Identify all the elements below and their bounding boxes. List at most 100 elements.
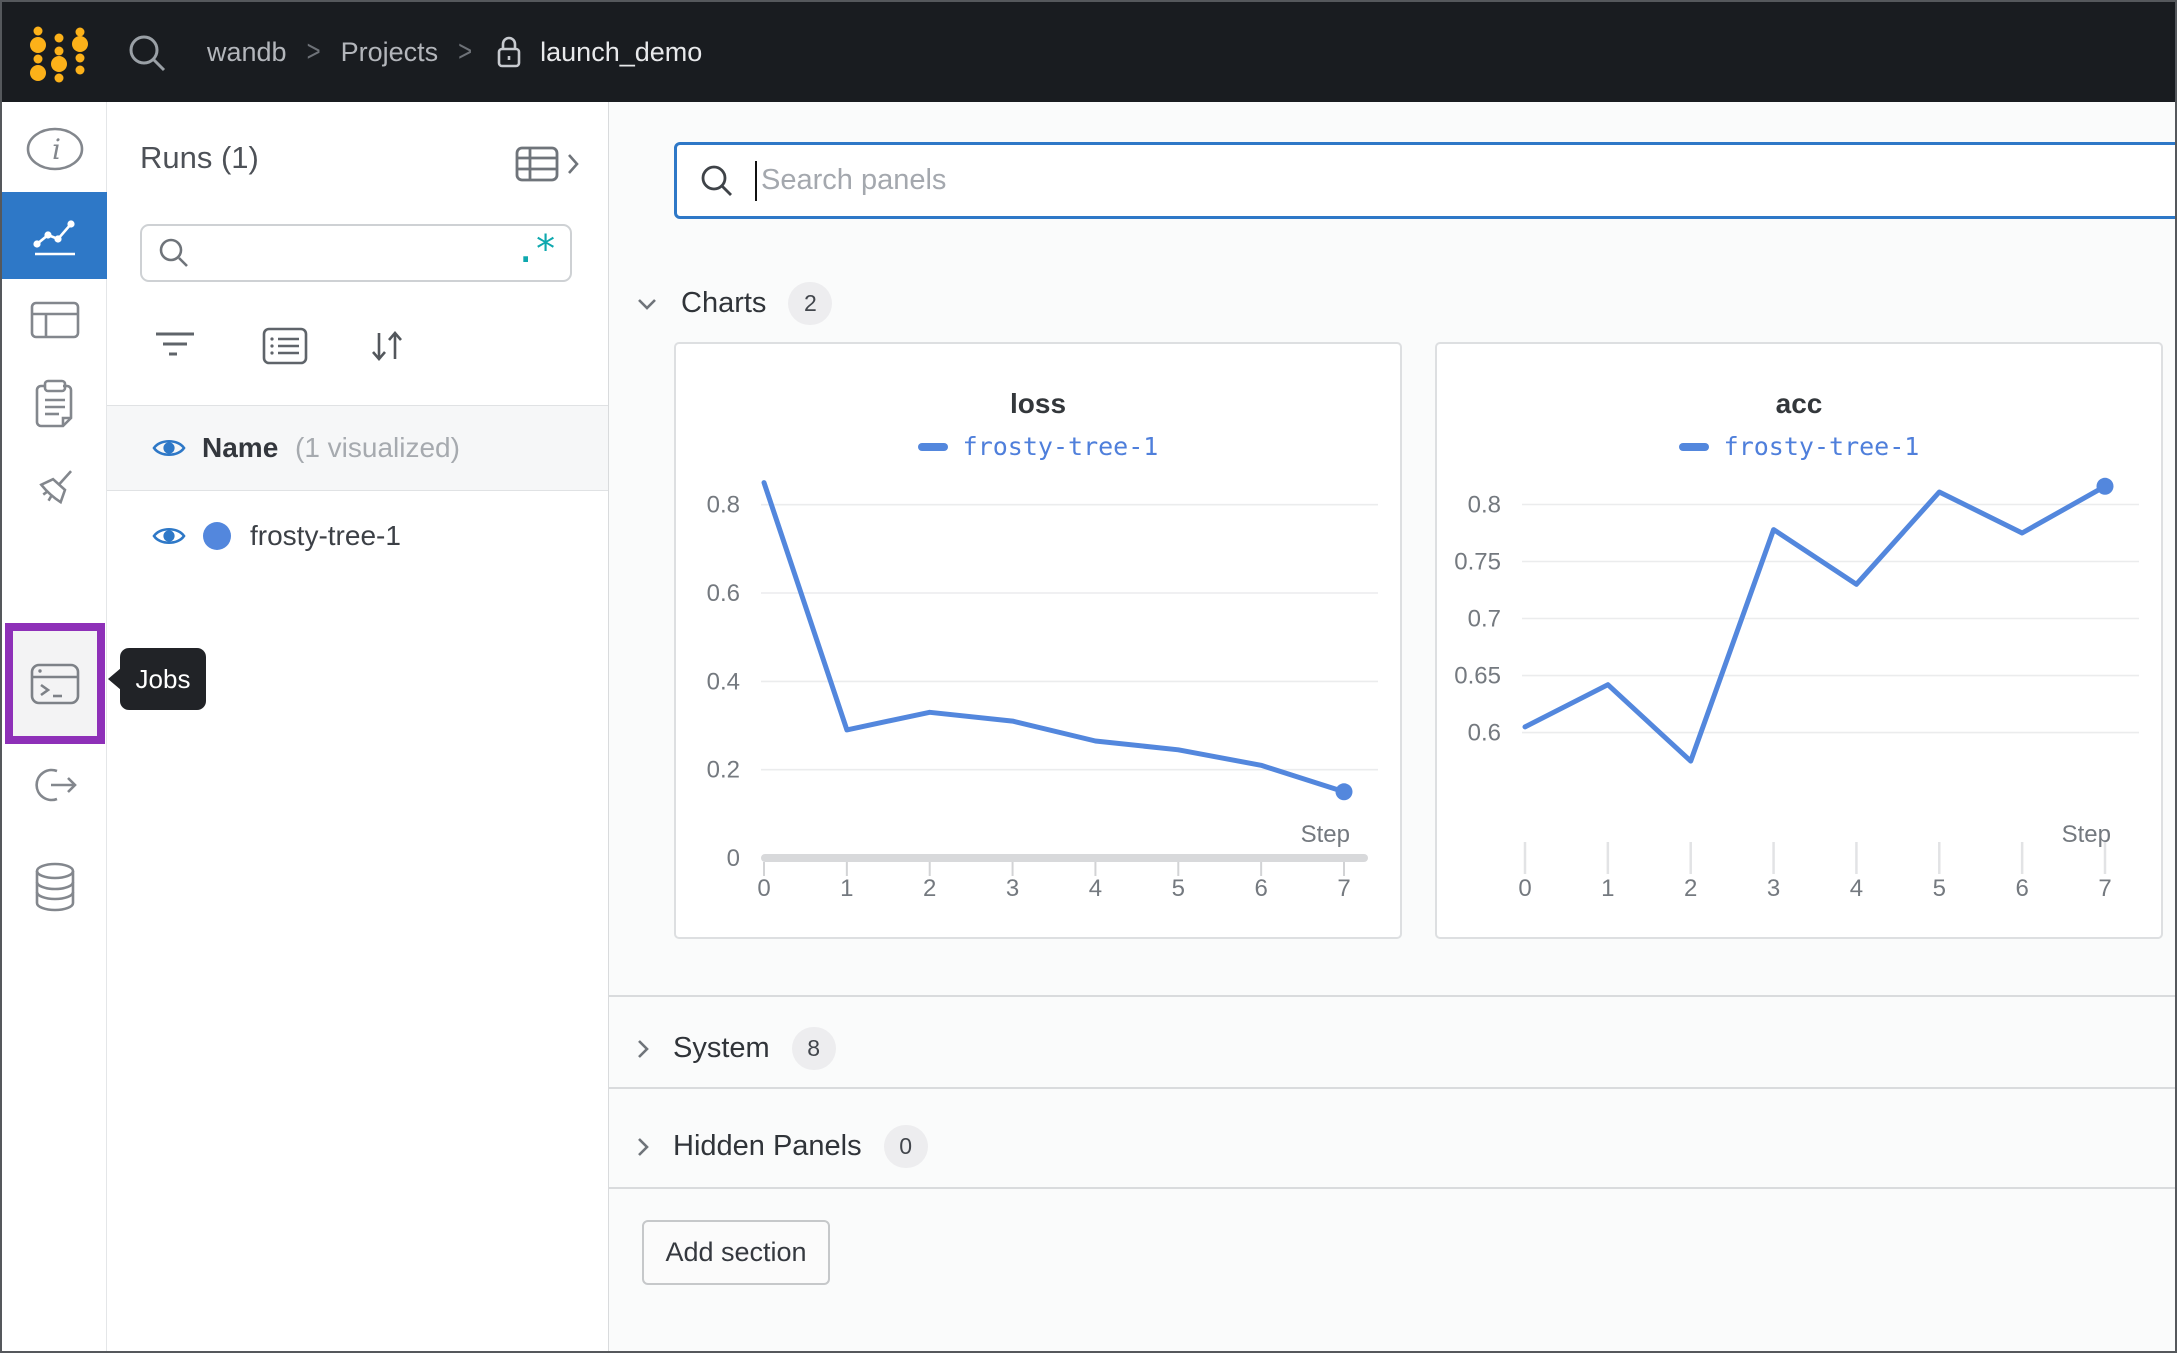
legend-line-swatch xyxy=(1678,442,1709,451)
svg-text:3: 3 xyxy=(1006,875,1019,902)
breadcrumb-project-name[interactable]: launch_demo xyxy=(540,36,703,67)
chart-panel-loss[interactable]: loss frosty-tree-1 0 0.2 0.4 0.6 0.8 0 1 2 3 4 5 6 7… xyxy=(674,342,1402,939)
group-runs-button[interactable] xyxy=(259,320,311,372)
sidebar-item-reports[interactable] xyxy=(2,361,107,447)
svg-text:1: 1 xyxy=(840,875,853,902)
svg-text:2: 2 xyxy=(923,875,936,902)
sidebar-item-sweeps[interactable] xyxy=(2,446,107,532)
chart-legend: frosty-tree-1 xyxy=(676,432,1400,461)
svg-text:0.6: 0.6 xyxy=(1468,720,1501,747)
sort-arrows-icon xyxy=(372,331,402,361)
sidebar-item-overview[interactable]: i xyxy=(2,106,107,192)
svg-text:6: 6 xyxy=(2015,875,2028,902)
section-count-badge: 0 xyxy=(883,1125,928,1168)
eye-icon xyxy=(152,527,186,545)
jobs-tooltip-label: Jobs xyxy=(135,663,191,694)
legend-run-name: frosty-tree-1 xyxy=(962,432,1159,461)
chevron-right-icon xyxy=(638,1039,649,1058)
legend-run-name: frosty-tree-1 xyxy=(1723,432,1920,461)
search-icon[interactable] xyxy=(124,30,170,76)
runs-search-input[interactable] xyxy=(202,237,515,269)
panel-search-input[interactable] xyxy=(761,164,2175,197)
legend-line-swatch xyxy=(917,442,948,451)
line-chart-icon xyxy=(32,219,75,255)
svg-text:7: 7 xyxy=(2098,875,2111,902)
svg-text:0: 0 xyxy=(727,845,740,872)
toggle-all-visibility-button[interactable] xyxy=(151,435,187,461)
svg-text:0.4: 0.4 xyxy=(707,668,740,695)
sidebar-item-runs-table[interactable] xyxy=(2,277,107,363)
sort-runs-button[interactable] xyxy=(361,320,413,372)
chart-title: acc xyxy=(1775,388,1823,419)
info-icon: i xyxy=(26,127,83,171)
add-section-button[interactable]: Add section xyxy=(642,1220,830,1285)
svg-text:4: 4 xyxy=(1089,875,1102,902)
database-icon xyxy=(35,862,74,912)
section-header-hidden-panels[interactable]: Hidden Panels 0 xyxy=(635,1125,928,1168)
run-list-item[interactable]: frosty-tree-1 xyxy=(107,491,608,581)
svg-text:Step: Step xyxy=(2062,821,2111,848)
svg-text:5: 5 xyxy=(1172,875,1185,902)
section-divider xyxy=(609,995,2175,997)
text-cursor xyxy=(755,160,757,201)
svg-text:0.2: 0.2 xyxy=(707,757,740,784)
svg-text:i: i xyxy=(52,133,61,166)
svg-text:3: 3 xyxy=(1767,875,1780,902)
breadcrumb-separator: > xyxy=(458,34,473,69)
chart-panel-acc[interactable]: acc frosty-tree-1 0.6 0.65 0.7 0.75 0.8 0 1 2 3 4… xyxy=(1435,342,2163,939)
run-color-dot[interactable] xyxy=(203,522,231,550)
svg-text:0.8: 0.8 xyxy=(707,492,740,519)
section-label: Hidden Panels xyxy=(673,1130,862,1162)
svg-text:0.6: 0.6 xyxy=(707,580,740,607)
svg-text:7: 7 xyxy=(1337,875,1350,902)
svg-text:2: 2 xyxy=(1684,875,1697,902)
chart-title: loss xyxy=(1009,388,1067,419)
left-icon-sidebar: i xyxy=(2,102,107,1351)
table-icon xyxy=(30,301,79,339)
run-name[interactable]: frosty-tree-1 xyxy=(250,520,401,551)
svg-text:0.7: 0.7 xyxy=(1468,606,1501,633)
breadcrumb-projects[interactable]: Projects xyxy=(340,36,439,67)
svg-text:5: 5 xyxy=(1933,875,1946,902)
section-divider xyxy=(609,1087,2175,1089)
section-header-charts[interactable]: Charts 2 xyxy=(635,282,833,325)
breadcrumb-entity[interactable]: wandb xyxy=(207,36,287,67)
svg-text:0.8: 0.8 xyxy=(1468,492,1501,519)
sidebar-item-artifacts[interactable] xyxy=(2,844,107,930)
breadcrumb: wandb > Projects > launch_demo xyxy=(207,2,702,102)
svg-text:4: 4 xyxy=(1850,875,1863,902)
charts-panel-grid: loss frosty-tree-1 0 0.2 0.4 0.6 0.8 0 1 2 3 4 5 6 7… xyxy=(674,342,2163,939)
expand-runs-table-button[interactable] xyxy=(515,144,581,184)
chevron-down-icon xyxy=(638,298,656,310)
wandb-logo[interactable] xyxy=(16,10,102,96)
runs-header-note: (1 visualized) xyxy=(295,432,460,463)
svg-text:0: 0 xyxy=(1518,875,1531,902)
search-icon xyxy=(701,165,732,196)
breadcrumb-separator: > xyxy=(306,34,321,69)
panel-search-box xyxy=(674,142,2175,219)
broom-icon xyxy=(38,470,72,505)
top-navigation-bar: wandb > Projects > launch_demo xyxy=(2,2,2175,102)
runs-header-label: Name xyxy=(202,432,279,463)
section-divider xyxy=(609,1187,2175,1189)
svg-text:0.75: 0.75 xyxy=(1454,549,1501,576)
chevron-right-icon xyxy=(568,154,579,174)
toggle-run-visibility-button[interactable] xyxy=(151,523,187,549)
svg-text:0: 0 xyxy=(757,875,770,902)
clipboard-icon xyxy=(35,379,72,428)
sidebar-item-jobs[interactable] xyxy=(5,623,105,744)
loss-line-chart: 0 0.2 0.4 0.6 0.8 0 1 2 3 4 5 6 7 Step xyxy=(707,480,1378,902)
content-area: i xyxy=(2,102,2175,1351)
filter-runs-button[interactable] xyxy=(149,320,201,372)
filter-icon xyxy=(156,332,194,356)
chevron-right-icon xyxy=(638,1137,649,1156)
chart-legend: frosty-tree-1 xyxy=(1437,432,2161,461)
runs-table-icon xyxy=(515,146,559,182)
section-header-system[interactable]: System 8 xyxy=(635,1027,836,1070)
workspace-main: Charts 2 loss frosty-tree-1 0 0.2 0.4 0.6 0.… xyxy=(609,102,2175,1351)
sidebar-item-launch[interactable] xyxy=(2,742,107,828)
runs-toolbar xyxy=(107,320,608,372)
search-icon xyxy=(159,238,188,267)
sidebar-item-workspace[interactable] xyxy=(2,192,107,279)
